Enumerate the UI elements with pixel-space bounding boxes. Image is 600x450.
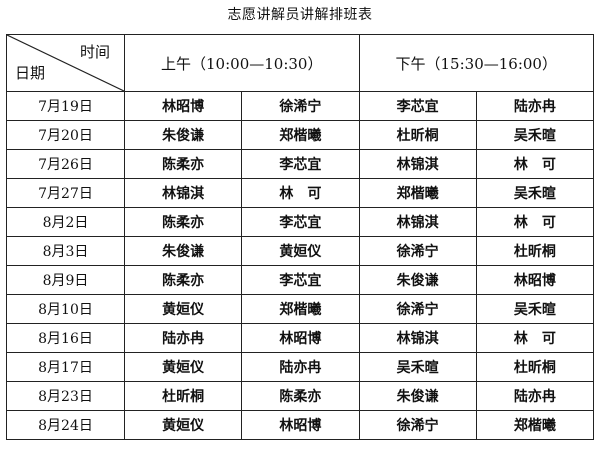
name-cell: 陆亦冉 xyxy=(123,323,243,353)
date-cell: 8月2日 xyxy=(6,207,125,237)
date-label: 日期 xyxy=(15,64,46,82)
name-cell: 李芯宜 xyxy=(358,91,477,121)
name-cell: 李芯宜 xyxy=(241,265,360,295)
name-cell: 林 可 xyxy=(475,323,595,353)
name-cell: 朱俊谦 xyxy=(358,381,477,411)
table-row: 8月17日 黄姮仪 陆亦冉 吴禾暄 杜昕桐 xyxy=(6,352,595,382)
table-row: 8月3日 朱俊谦 黄姮仪 徐浠宁 杜昕桐 xyxy=(6,236,595,266)
name-cell: 林昭博 xyxy=(123,91,243,121)
table-row: 8月10日 黄姮仪 郑楷曦 徐浠宁 吴禾暄 xyxy=(6,294,595,324)
name-cell: 郑楷曦 xyxy=(475,410,595,440)
name-cell: 林 可 xyxy=(241,178,360,208)
table-row: 7月19日 林昭博 徐浠宁 李芯宜 陆亦冉 xyxy=(6,91,595,121)
name-cell: 林昭博 xyxy=(241,323,360,353)
header-row: 时间 日期 上午（10:00—10:30） 下午（15:30—16:00） xyxy=(6,34,594,92)
date-cell: 7月20日 xyxy=(6,120,125,150)
date-cell: 7月19日 xyxy=(6,91,125,121)
name-cell: 杜昕桐 xyxy=(475,352,595,382)
name-cell: 徐浠宁 xyxy=(241,91,360,121)
name-cell: 李芯宜 xyxy=(241,149,360,179)
name-cell: 林锦淇 xyxy=(358,207,477,237)
date-cell: 8月3日 xyxy=(6,236,125,266)
name-cell: 林锦淇 xyxy=(123,178,243,208)
date-cell: 8月24日 xyxy=(6,410,125,440)
table-row: 8月9日 陈柔亦 李芯宜 朱俊谦 林昭博 xyxy=(6,265,595,295)
name-cell: 杜昕桐 xyxy=(475,236,595,266)
name-cell: 陈柔亦 xyxy=(123,265,243,295)
name-cell: 李芯宜 xyxy=(241,207,360,237)
name-cell: 杜昕桐 xyxy=(123,381,243,411)
table-row: 7月27日 林锦淇林 可郑楷曦 吴禾暄 xyxy=(6,178,595,208)
table-row: 7月20日 朱俊谦 郑楷曦 杜昕桐 吴禾暄 xyxy=(6,120,595,150)
name-cell: 陆亦冉 xyxy=(475,381,595,411)
table-row: 8月16日 陆亦冉 林昭博 林锦淇林 可 xyxy=(6,323,595,353)
afternoon-header: 下午（15:30—16:00） xyxy=(358,34,594,92)
name-cell: 郑楷曦 xyxy=(358,178,477,208)
name-cell: 黄姮仪 xyxy=(123,410,243,440)
name-cell: 吴禾暄 xyxy=(475,178,595,208)
name-cell: 郑楷曦 xyxy=(241,120,360,150)
diagonal-line xyxy=(7,35,124,91)
name-cell: 黄姮仪 xyxy=(123,294,243,324)
morning-header: 上午（10:00—10:30） xyxy=(124,34,360,92)
date-cell: 8月9日 xyxy=(6,265,125,295)
date-cell: 7月26日 xyxy=(6,149,125,179)
date-cell: 8月17日 xyxy=(6,352,125,382)
name-cell: 林昭博 xyxy=(241,410,360,440)
name-cell: 林昭博 xyxy=(475,265,595,295)
table-row: 8月24日 黄姮仪 林昭博 徐浠宁 郑楷曦 xyxy=(6,410,595,440)
table-row: 7月26日 陈柔亦 李芯宜 林锦淇林 可 xyxy=(6,149,595,179)
name-cell: 吴禾暄 xyxy=(475,120,595,150)
schedule-table: 时间 日期 上午（10:00—10:30） 下午（15:30—16:00） 7月… xyxy=(6,34,595,440)
name-cell: 陈柔亦 xyxy=(241,381,360,411)
name-cell: 陆亦冉 xyxy=(241,352,360,382)
name-cell: 徐浠宁 xyxy=(358,294,477,324)
name-cell: 朱俊谦 xyxy=(358,265,477,295)
date-cell: 7月27日 xyxy=(6,178,125,208)
date-cell: 8月23日 xyxy=(6,381,125,411)
name-cell: 林锦淇 xyxy=(358,323,477,353)
name-cell: 林 可 xyxy=(475,149,595,179)
name-cell: 陈柔亦 xyxy=(123,207,243,237)
table-row: 8月23日 杜昕桐 陈柔亦 朱俊谦 陆亦冉 xyxy=(6,381,595,411)
date-cell: 8月16日 xyxy=(6,323,125,353)
name-cell: 陆亦冉 xyxy=(475,91,595,121)
name-cell: 郑楷曦 xyxy=(241,294,360,324)
name-cell: 吴禾暄 xyxy=(475,294,595,324)
name-cell: 林 可 xyxy=(475,207,595,237)
diagonal-header-cell: 时间 日期 xyxy=(6,34,125,92)
name-cell: 林锦淇 xyxy=(358,149,477,179)
name-cell: 黄姮仪 xyxy=(241,236,360,266)
date-cell: 8月10日 xyxy=(6,294,125,324)
name-cell: 徐浠宁 xyxy=(358,410,477,440)
name-cell: 杜昕桐 xyxy=(358,120,477,150)
name-cell: 朱俊谦 xyxy=(123,120,243,150)
name-cell: 陈柔亦 xyxy=(123,149,243,179)
time-label: 时间 xyxy=(79,43,110,61)
name-cell: 朱俊谦 xyxy=(123,236,243,266)
name-cell: 吴禾暄 xyxy=(358,352,477,382)
name-cell: 徐浠宁 xyxy=(358,236,477,266)
document-title: 志愿讲解员讲解排班表 xyxy=(227,7,373,23)
table-row: 8月2日 陈柔亦 李芯宜 林锦淇林 可 xyxy=(6,207,595,237)
name-cell: 黄姮仪 xyxy=(123,352,243,382)
